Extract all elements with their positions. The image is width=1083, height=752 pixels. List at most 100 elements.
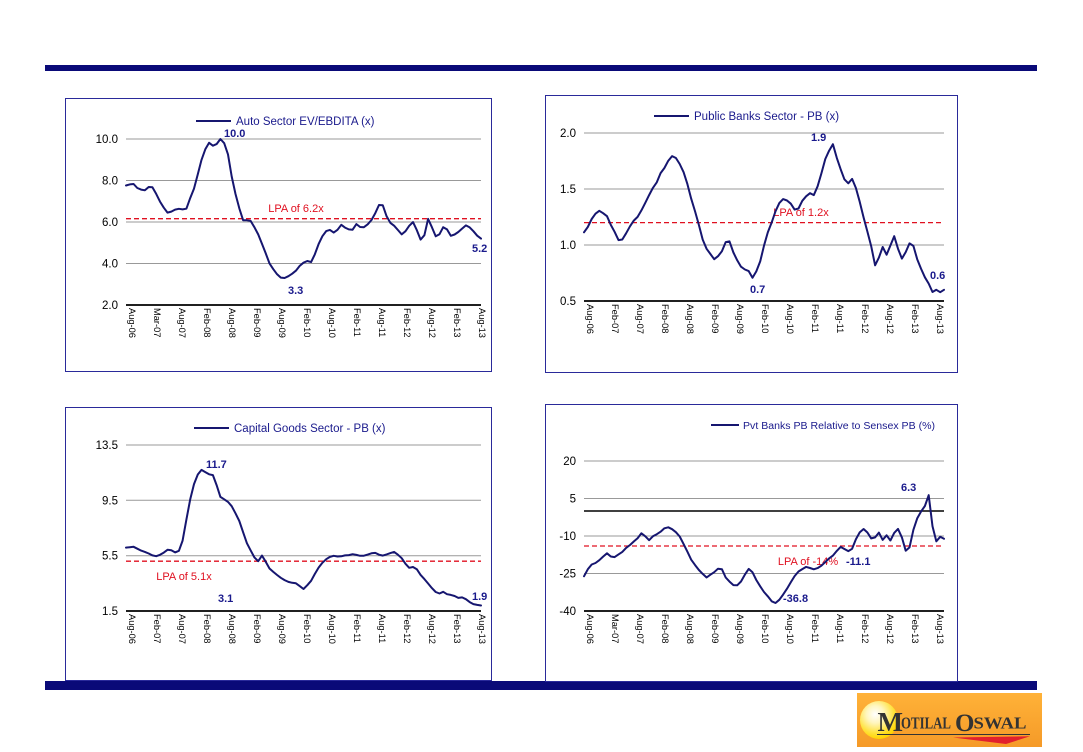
svg-text:Aug-13: Aug-13 xyxy=(477,308,487,338)
svg-text:Feb-11: Feb-11 xyxy=(352,614,362,643)
svg-text:Aug-08: Aug-08 xyxy=(227,308,237,338)
svg-text:LPA of 6.2x: LPA of 6.2x xyxy=(268,203,324,215)
svg-text:Feb-09: Feb-09 xyxy=(710,614,720,643)
svg-text:Feb-12: Feb-12 xyxy=(402,614,412,643)
svg-text:2.0: 2.0 xyxy=(560,128,576,140)
svg-text:5.5: 5.5 xyxy=(102,551,118,563)
svg-text:LPA of 1.2x: LPA of 1.2x xyxy=(773,207,829,219)
svg-text:Aug-08: Aug-08 xyxy=(685,304,695,334)
svg-text:Aug-10: Aug-10 xyxy=(327,614,337,644)
svg-text:5: 5 xyxy=(570,494,576,506)
svg-text:3.1: 3.1 xyxy=(218,593,233,605)
svg-text:Feb-11: Feb-11 xyxy=(810,304,820,333)
svg-text:10.0: 10.0 xyxy=(96,134,118,146)
svg-text:1.9: 1.9 xyxy=(811,132,826,144)
svg-text:Aug-06: Aug-06 xyxy=(585,614,595,644)
svg-text:Mar-07: Mar-07 xyxy=(610,614,620,643)
svg-text:Aug-07: Aug-07 xyxy=(177,614,187,644)
svg-text:Feb-07: Feb-07 xyxy=(152,614,162,643)
svg-text:-40: -40 xyxy=(559,606,576,618)
svg-text:Public Banks Sector - PB (x): Public Banks Sector - PB (x) xyxy=(694,111,839,123)
svg-text:Aug-06: Aug-06 xyxy=(585,304,595,334)
svg-text:Feb-09: Feb-09 xyxy=(252,308,262,337)
svg-text:4.0: 4.0 xyxy=(102,259,118,271)
svg-text:Feb-08: Feb-08 xyxy=(660,614,670,643)
svg-text:Aug-13: Aug-13 xyxy=(935,304,945,334)
svg-text:LPA of 5.1x: LPA of 5.1x xyxy=(156,571,212,583)
svg-text:11.7: 11.7 xyxy=(206,459,227,471)
svg-text:Aug-13: Aug-13 xyxy=(477,614,487,644)
svg-text:Aug-12: Aug-12 xyxy=(885,614,895,644)
svg-text:1.0: 1.0 xyxy=(560,240,576,252)
svg-text:6.3: 6.3 xyxy=(901,482,916,494)
svg-text:0.7: 0.7 xyxy=(750,284,765,296)
svg-text:Pvt Banks PB Relative to Sense: Pvt Banks PB Relative to Sensex PB (%) xyxy=(743,421,935,432)
svg-text:Feb-11: Feb-11 xyxy=(810,614,820,643)
svg-text:Auto Sector EV/EBDITA (x): Auto Sector EV/EBDITA (x) xyxy=(236,116,375,128)
svg-text:Aug-11: Aug-11 xyxy=(835,304,845,333)
svg-text:8.0: 8.0 xyxy=(102,176,118,188)
svg-text:M: M xyxy=(878,707,903,737)
svg-text:9.5: 9.5 xyxy=(102,495,118,507)
svg-text:Aug-06: Aug-06 xyxy=(127,308,137,338)
svg-text:Aug-10: Aug-10 xyxy=(785,304,795,334)
svg-text:Feb-10: Feb-10 xyxy=(302,308,312,337)
svg-text:Aug-07: Aug-07 xyxy=(177,308,187,338)
svg-text:Feb-12: Feb-12 xyxy=(860,614,870,643)
svg-text:Feb-09: Feb-09 xyxy=(252,614,262,643)
svg-text:Feb-10: Feb-10 xyxy=(302,614,312,643)
svg-text:Feb-10: Feb-10 xyxy=(760,304,770,333)
svg-text:Feb-12: Feb-12 xyxy=(860,304,870,333)
svg-text:Aug-08: Aug-08 xyxy=(685,614,695,644)
svg-text:1.9: 1.9 xyxy=(472,591,487,603)
svg-text:-36.8: -36.8 xyxy=(783,593,808,605)
svg-text:Aug-10: Aug-10 xyxy=(327,308,337,338)
svg-text:Aug-12: Aug-12 xyxy=(427,308,437,338)
svg-text:-10: -10 xyxy=(559,531,576,543)
svg-text:Capital Goods Sector - PB (x): Capital Goods Sector - PB (x) xyxy=(234,423,386,435)
svg-text:Aug-07: Aug-07 xyxy=(635,304,645,334)
svg-text:Feb-13: Feb-13 xyxy=(452,308,462,337)
svg-text:13.5: 13.5 xyxy=(96,440,118,452)
svg-text:Feb-07: Feb-07 xyxy=(610,304,620,333)
svg-text:1.5: 1.5 xyxy=(560,184,576,196)
svg-text:-11.1: -11.1 xyxy=(846,556,870,568)
svg-text:5.2: 5.2 xyxy=(472,243,487,255)
svg-text:Feb-13: Feb-13 xyxy=(910,304,920,333)
svg-text:OTILAL: OTILAL xyxy=(901,714,951,733)
svg-text:Aug-13: Aug-13 xyxy=(935,614,945,644)
svg-text:20: 20 xyxy=(563,456,576,468)
svg-text:Feb-13: Feb-13 xyxy=(910,614,920,643)
svg-text:Aug-09: Aug-09 xyxy=(735,614,745,644)
svg-text:3.3: 3.3 xyxy=(288,285,303,297)
svg-text:10.0: 10.0 xyxy=(224,128,245,140)
svg-text:Feb-08: Feb-08 xyxy=(202,614,212,643)
svg-text:Feb-11: Feb-11 xyxy=(352,308,362,337)
svg-text:Aug-10: Aug-10 xyxy=(785,614,795,644)
svg-text:Feb-08: Feb-08 xyxy=(202,308,212,337)
svg-text:Feb-12: Feb-12 xyxy=(402,308,412,337)
svg-text:O: O xyxy=(955,710,974,737)
svg-text:Aug-12: Aug-12 xyxy=(427,614,437,644)
svg-text:Aug-07: Aug-07 xyxy=(635,614,645,644)
svg-text:Feb-13: Feb-13 xyxy=(452,614,462,643)
svg-text:SWAL: SWAL xyxy=(974,714,1027,733)
svg-text:6.0: 6.0 xyxy=(102,217,118,229)
svg-text:Aug-08: Aug-08 xyxy=(227,614,237,644)
svg-text:Aug-12: Aug-12 xyxy=(885,304,895,334)
svg-text:Aug-11: Aug-11 xyxy=(377,614,387,643)
svg-text:Aug-06: Aug-06 xyxy=(127,614,137,644)
svg-text:1.5: 1.5 xyxy=(102,606,118,618)
svg-text:Aug-09: Aug-09 xyxy=(277,308,287,338)
svg-text:0.6: 0.6 xyxy=(930,270,945,282)
svg-text:-25: -25 xyxy=(559,569,576,581)
svg-text:Aug-11: Aug-11 xyxy=(835,614,845,643)
svg-text:Mar-07: Mar-07 xyxy=(152,308,162,337)
svg-text:Feb-09: Feb-09 xyxy=(710,304,720,333)
svg-text:2.0: 2.0 xyxy=(102,300,118,312)
svg-text:Feb-08: Feb-08 xyxy=(660,304,670,333)
svg-text:0.5: 0.5 xyxy=(560,296,576,308)
svg-text:Feb-10: Feb-10 xyxy=(760,614,770,643)
svg-text:Aug-09: Aug-09 xyxy=(277,614,287,644)
svg-text:Aug-11: Aug-11 xyxy=(377,308,387,337)
